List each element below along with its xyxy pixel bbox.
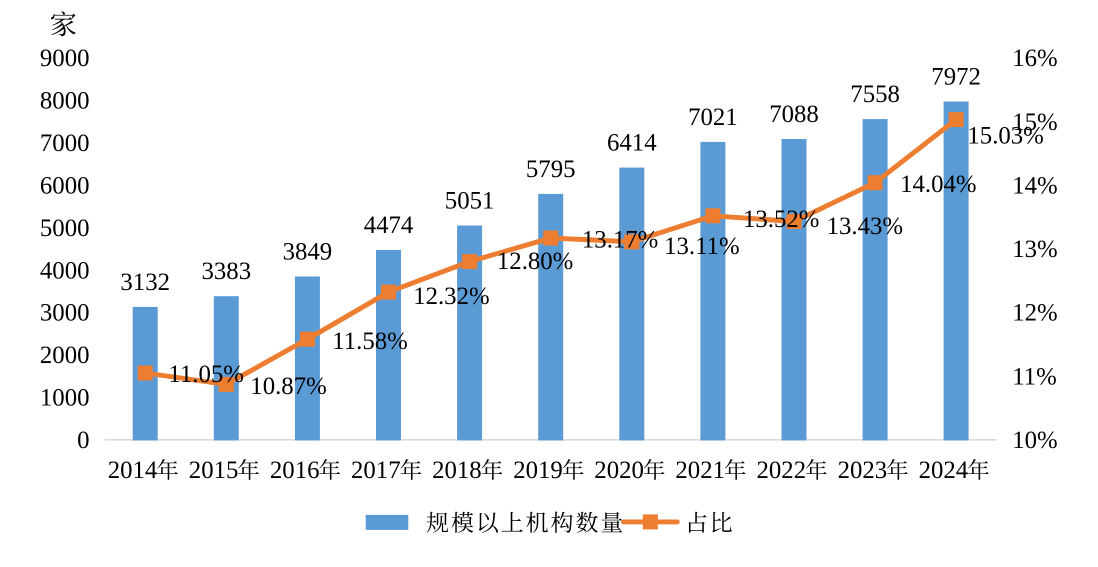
- svg-text:2014: 2014: [108, 457, 158, 484]
- svg-text:0: 0: [77, 427, 89, 454]
- svg-text:7000: 7000: [40, 130, 90, 157]
- svg-text:3132: 3132: [120, 269, 170, 296]
- svg-text:7972: 7972: [931, 64, 981, 91]
- svg-text:2000: 2000: [40, 342, 90, 369]
- svg-text:14.04%: 14.04%: [900, 171, 976, 198]
- svg-text:5051: 5051: [445, 188, 495, 215]
- svg-text:4474: 4474: [364, 212, 414, 239]
- svg-text:2017: 2017: [351, 457, 401, 484]
- svg-text:13.52%: 13.52%: [743, 206, 819, 233]
- svg-text:13.43%: 13.43%: [827, 213, 903, 240]
- svg-text:15%: 15%: [1012, 109, 1057, 136]
- svg-text:16%: 16%: [1012, 45, 1057, 72]
- svg-text:13%: 13%: [1012, 236, 1057, 263]
- svg-text:3849: 3849: [283, 239, 333, 266]
- svg-text:2015: 2015: [189, 457, 239, 484]
- svg-text:1000: 1000: [40, 385, 90, 412]
- svg-text:15.03%: 15.03%: [967, 123, 1043, 150]
- svg-text:7558: 7558: [850, 81, 900, 108]
- svg-text:2016: 2016: [270, 457, 320, 484]
- svg-text:6000: 6000: [40, 172, 90, 199]
- svg-text:3383: 3383: [202, 258, 252, 285]
- svg-text:5000: 5000: [40, 215, 90, 242]
- svg-text:12%: 12%: [1012, 300, 1057, 327]
- svg-text:11%: 11%: [1012, 363, 1057, 390]
- svg-text:2023: 2023: [838, 457, 888, 484]
- svg-text:6414: 6414: [607, 130, 657, 157]
- svg-text:7021: 7021: [688, 104, 738, 131]
- svg-text:2018: 2018: [432, 457, 482, 484]
- svg-text:9000: 9000: [40, 45, 90, 72]
- svg-text:2022: 2022: [757, 457, 807, 484]
- svg-text:3000: 3000: [40, 300, 90, 327]
- svg-text:2019: 2019: [513, 457, 563, 484]
- svg-text:5795: 5795: [526, 156, 576, 183]
- svg-text:2024: 2024: [919, 457, 969, 484]
- svg-text:4000: 4000: [40, 257, 90, 284]
- svg-text:13.17%: 13.17%: [582, 227, 658, 254]
- svg-text:13.11%: 13.11%: [664, 233, 740, 260]
- svg-text:14%: 14%: [1012, 172, 1057, 199]
- svg-text:10%: 10%: [1012, 427, 1057, 454]
- svg-text:10.87%: 10.87%: [250, 373, 326, 400]
- svg-text:11.58%: 11.58%: [332, 328, 408, 355]
- svg-text:2021: 2021: [675, 457, 725, 484]
- svg-text:12.32%: 12.32%: [413, 283, 489, 310]
- svg-text:12.80%: 12.80%: [497, 248, 573, 275]
- svg-text:11.05%: 11.05%: [168, 361, 244, 388]
- svg-text:2020: 2020: [594, 457, 644, 484]
- svg-text:7088: 7088: [769, 101, 819, 128]
- svg-text:8000: 8000: [40, 88, 90, 115]
